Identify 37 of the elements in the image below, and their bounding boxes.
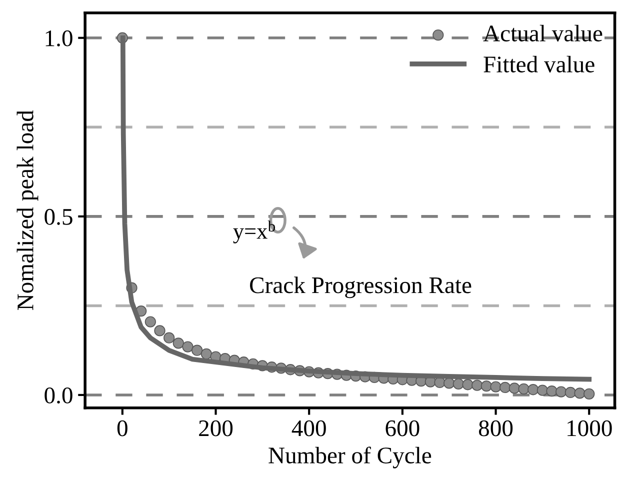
annotation: Crack Progression Rate <box>250 276 472 298</box>
point <box>546 385 558 397</box>
point <box>528 384 539 396</box>
point <box>182 341 194 352</box>
legend-label: Fitted value <box>484 56 594 72</box>
x-tick-label: 800 <box>478 420 513 436</box>
point <box>508 382 520 394</box>
point <box>564 386 576 398</box>
point <box>164 332 175 344</box>
point <box>144 316 156 328</box>
point <box>584 388 595 400</box>
point <box>200 348 212 360</box>
y-tick-label: 1.0 <box>46 30 72 46</box>
point <box>154 325 166 336</box>
x-tick-label: 400 <box>292 420 326 436</box>
point <box>536 384 548 396</box>
point <box>172 338 184 349</box>
y-tick-label: 0.5 <box>44 208 72 225</box>
point <box>192 344 203 356</box>
point <box>452 378 464 390</box>
x-tick-label: 1000 <box>568 420 612 436</box>
annotation: y=x$^{b}$ <box>233 220 276 244</box>
point <box>556 386 567 398</box>
y-tick-label: 0.0 <box>44 387 72 404</box>
x-axis-title: Number of Cycle <box>268 446 432 468</box>
legend-label: Actual value <box>483 24 602 42</box>
point <box>480 380 492 392</box>
point <box>462 379 474 390</box>
point <box>574 388 586 399</box>
point <box>472 380 483 391</box>
x-tick-label: 200 <box>199 420 233 436</box>
point <box>500 382 511 394</box>
x-tick-label: 0 <box>117 420 128 436</box>
point <box>518 383 530 394</box>
y-axis-title: Nomalized peak load <box>16 110 38 310</box>
point <box>490 381 502 392</box>
x-tick-label: 600 <box>386 420 420 436</box>
